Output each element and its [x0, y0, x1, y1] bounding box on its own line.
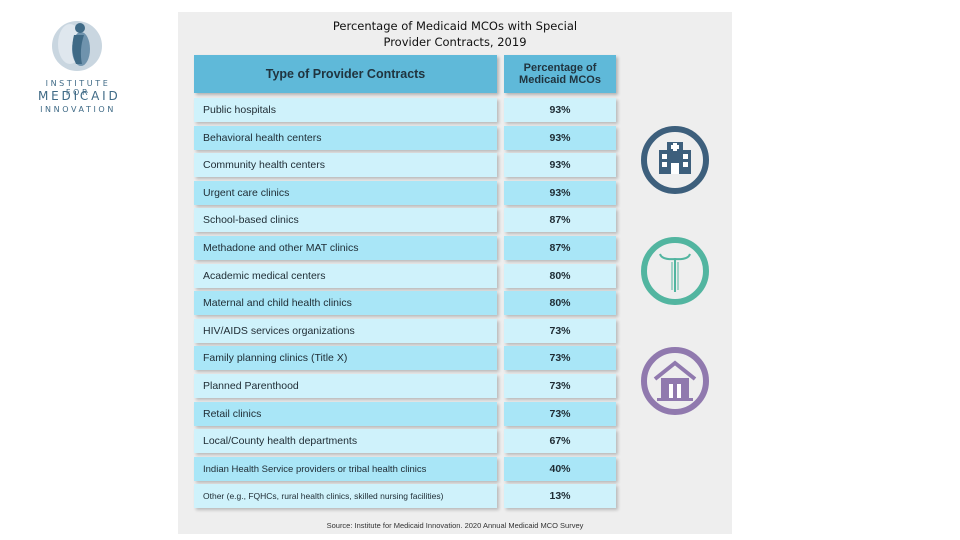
row-label: Behavioral health centers: [194, 126, 497, 150]
row-value: 80%: [504, 291, 616, 315]
header-percentage-line2: Medicaid MCOs: [519, 74, 601, 86]
logo-figure-icon: [52, 21, 102, 71]
chart-title: Percentage of Medicaid MCOs with Special…: [178, 18, 732, 50]
row-value: 93%: [504, 126, 616, 150]
row-label: School-based clinics: [194, 208, 497, 232]
house-icon: [641, 347, 709, 415]
row-label: Public hospitals: [194, 98, 497, 122]
row-label: Maternal and child health clinics: [194, 291, 497, 315]
row-label: Academic medical centers: [194, 264, 497, 288]
header-percentage-line1: Percentage of: [523, 62, 597, 74]
header-percentage: Percentage of Medicaid MCOs: [504, 55, 616, 93]
row-value: 93%: [504, 181, 616, 205]
chart-title-line1: Percentage of Medicaid MCOs with Special: [332, 19, 578, 33]
row-label: Family planning clinics (Title X): [194, 346, 497, 370]
row-value: 67%: [504, 429, 616, 453]
source-note: Source: Institute for Medicaid Innovatio…: [326, 521, 584, 530]
row-value: 13%: [504, 484, 616, 508]
row-value: 93%: [504, 98, 616, 122]
row-value: 73%: [504, 402, 616, 426]
row-value: 73%: [504, 374, 616, 398]
row-label: Urgent care clinics: [194, 181, 497, 205]
header-provider-type: Type of Provider Contracts: [194, 55, 497, 93]
row-value: 80%: [504, 264, 616, 288]
logo-text-line3: INNOVATION: [40, 105, 116, 114]
iud-icon: [641, 237, 709, 305]
row-value: 93%: [504, 153, 616, 177]
row-value: 40%: [504, 457, 616, 481]
logo-text-line1: INSTITUTE FOR: [45, 79, 111, 97]
institute-logo: INSTITUTE FOR MEDICAID INNOVATION: [38, 18, 118, 118]
row-value: 87%: [504, 236, 616, 260]
row-value: 87%: [504, 208, 616, 232]
row-label: Other (e.g., FQHCs, rural health clinics…: [194, 484, 497, 508]
row-value: 73%: [504, 346, 616, 370]
row-label: Retail clinics: [194, 402, 497, 426]
hospital-icon: [641, 126, 709, 194]
row-label: Methadone and other MAT clinics: [194, 236, 497, 260]
chart-title-line2: Provider Contracts, 2019: [383, 35, 527, 49]
chart-panel: Percentage of Medicaid MCOs with Special…: [178, 12, 732, 534]
row-label: Local/County health departments: [194, 429, 497, 453]
row-label: HIV/AIDS services organizations: [194, 319, 497, 343]
row-value: 73%: [504, 319, 616, 343]
row-label: Planned Parenthood: [194, 374, 497, 398]
logo-text-line2: MEDICAID: [38, 89, 121, 103]
row-label: Community health centers: [194, 153, 497, 177]
row-label: Indian Health Service providers or triba…: [194, 457, 497, 481]
